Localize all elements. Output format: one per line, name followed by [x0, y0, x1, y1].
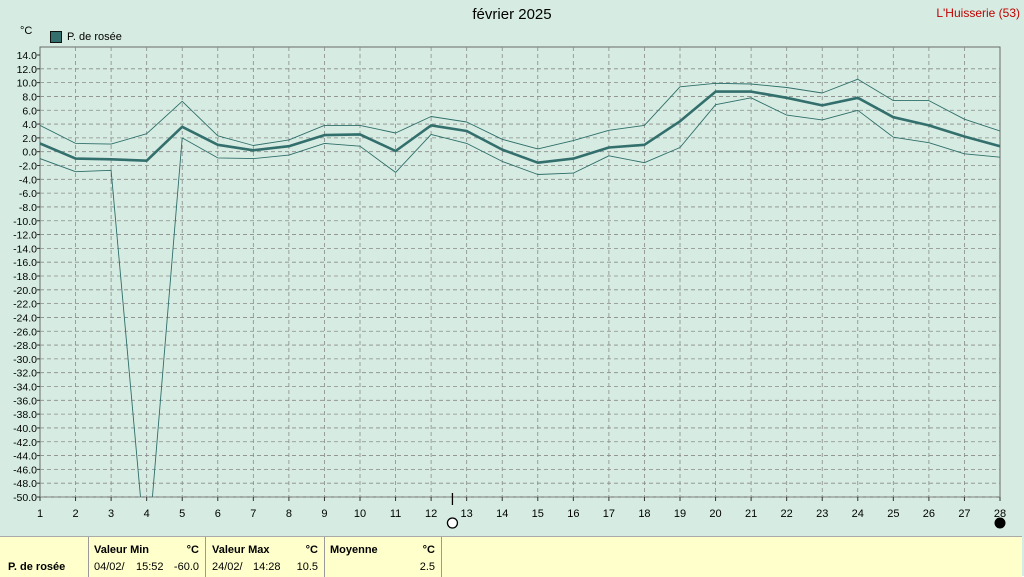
x-tick-label: 1 — [37, 508, 43, 520]
y-tick-label: -26.0 — [13, 326, 37, 338]
min-unit: °C — [186, 544, 199, 556]
y-tick-label: -40.0 — [13, 423, 37, 435]
footer-divider — [324, 537, 325, 577]
station-label: L'Huisserie (53) — [936, 6, 1020, 20]
y-tick-label: -50.0 — [13, 492, 37, 504]
y-tick-label: -24.0 — [13, 312, 37, 324]
y-tick-label: -6.0 — [19, 188, 37, 200]
footer-max-cell: Valeur Max °C 24/02/ 14:28 10.5 — [206, 537, 324, 577]
y-tick-label: -4.0 — [19, 174, 37, 186]
y-axis-unit: °C — [20, 25, 33, 37]
y-tick-label: -46.0 — [13, 464, 37, 476]
dew-point-chart: 14.0 12.0 10.08.0 6.0 4.0 2.0 0.0 -2.0-4.0 -6.0 -… — [13, 46, 1006, 529]
y-tick-label: -20.0 — [13, 285, 37, 297]
new-moon-marker — [994, 517, 1006, 529]
statistics-footer: P. de rosée Valeur Min °C 04/02/ 15:52 -… — [0, 536, 1022, 577]
y-tick-label: 12.0 — [17, 64, 38, 76]
max-header: Valeur Max — [212, 544, 270, 556]
y-tick-label: -16.0 — [13, 257, 37, 269]
series-line-max — [40, 78, 1000, 150]
footer-divider — [441, 537, 442, 577]
y-tick-label: -22.0 — [13, 299, 37, 311]
x-tick-label: 24 — [852, 508, 864, 520]
x-tick-label: 11 — [390, 508, 401, 520]
footer-min-cell: Valeur Min °C 04/02/ 15:52 -60.0 — [89, 537, 205, 577]
max-time: 14:28 — [253, 561, 281, 573]
y-tick-label: 2.0 — [22, 133, 37, 145]
x-tick-label: 19 — [674, 508, 686, 520]
x-tick-label: 9 — [321, 508, 327, 520]
x-tick-label: 8 — [286, 508, 292, 520]
x-tick-label: 20 — [709, 508, 721, 520]
x-tick-label: 4 — [144, 508, 150, 520]
legend-label: P. de rosée — [67, 31, 122, 43]
footer-divider — [205, 537, 206, 577]
mean-value: 2.5 — [419, 561, 435, 573]
x-tick-label: 27 — [958, 508, 970, 520]
full-moon-marker — [446, 517, 459, 529]
x-tick-label: 5 — [179, 508, 185, 520]
x-tick-label: 28 — [994, 508, 1006, 520]
legend: P. de rosée — [50, 31, 122, 43]
y-tick-label: -36.0 — [13, 395, 37, 407]
y-tick-label: -2.0 — [19, 161, 37, 173]
x-tick-label: 21 — [745, 508, 757, 520]
x-tick-label: 7 — [250, 508, 256, 520]
y-tick-label: -48.0 — [13, 478, 37, 490]
series-line-min — [40, 97, 1000, 497]
footer-mean-cell: Moyenne °C 2.5 — [325, 537, 441, 577]
x-tick-label: 6 — [215, 508, 221, 520]
y-tick-label: 8.0 — [22, 91, 37, 103]
max-unit: °C — [305, 544, 318, 556]
plot-frame — [39, 46, 1001, 498]
y-tick-label: -38.0 — [13, 409, 37, 421]
x-tick-label: 12 — [425, 508, 437, 520]
y-tick-label: -18.0 — [13, 271, 37, 283]
y-tick-label: -42.0 — [13, 437, 37, 449]
x-tick-label: 17 — [603, 508, 615, 520]
y-tick-label: -12.0 — [13, 230, 37, 242]
y-tick-label: -44.0 — [13, 451, 37, 463]
footer-row-label-cell: P. de rosée — [0, 537, 88, 577]
y-tick-label: -28.0 — [13, 340, 37, 352]
footer-divider — [88, 537, 89, 577]
y-tick-label: 4.0 — [22, 119, 37, 131]
x-tick-label: 18 — [638, 508, 650, 520]
x-tick-label: 25 — [887, 508, 899, 520]
y-tick-label: -30.0 — [13, 354, 37, 366]
max-date: 24/02/ — [212, 561, 243, 573]
y-tick-label: 10.0 — [17, 78, 38, 90]
footer-row-label: P. de rosée — [8, 561, 66, 573]
mean-header: Moyenne — [330, 544, 378, 556]
legend-swatch — [50, 31, 62, 43]
x-tick-label: 16 — [567, 508, 579, 520]
x-tick-label: 10 — [354, 508, 366, 520]
x-tick-label: 22 — [781, 508, 793, 520]
y-tick-label: -14.0 — [13, 243, 37, 255]
mean-unit: °C — [422, 544, 435, 556]
min-date: 04/02/ — [94, 561, 125, 573]
y-tick-label: -8.0 — [19, 202, 37, 214]
y-tick-label: -10.0 — [13, 216, 37, 228]
chart-title: février 2025 — [472, 6, 552, 23]
x-tick-label: 2 — [72, 508, 78, 520]
min-time: 15:52 — [136, 561, 164, 573]
x-tick-label: 13 — [461, 508, 473, 520]
x-tick-label: 23 — [816, 508, 828, 520]
x-tick-label: 15 — [532, 508, 544, 520]
x-tick-label: 3 — [108, 508, 114, 520]
x-tick-label: 26 — [923, 508, 935, 520]
y-tick-label: 6.0 — [22, 105, 37, 117]
y-tick-label: -32.0 — [13, 368, 37, 380]
min-header: Valeur Min — [94, 544, 150, 556]
y-tick-label: 0.0 — [22, 147, 37, 159]
series-line-mean — [40, 90, 1000, 164]
min-value: -60.0 — [173, 561, 199, 573]
x-tick-label: 14 — [496, 508, 508, 520]
max-value: 10.5 — [296, 561, 318, 573]
y-tick-label: 14.0 — [17, 50, 38, 62]
y-tick-label: -34.0 — [13, 382, 37, 394]
